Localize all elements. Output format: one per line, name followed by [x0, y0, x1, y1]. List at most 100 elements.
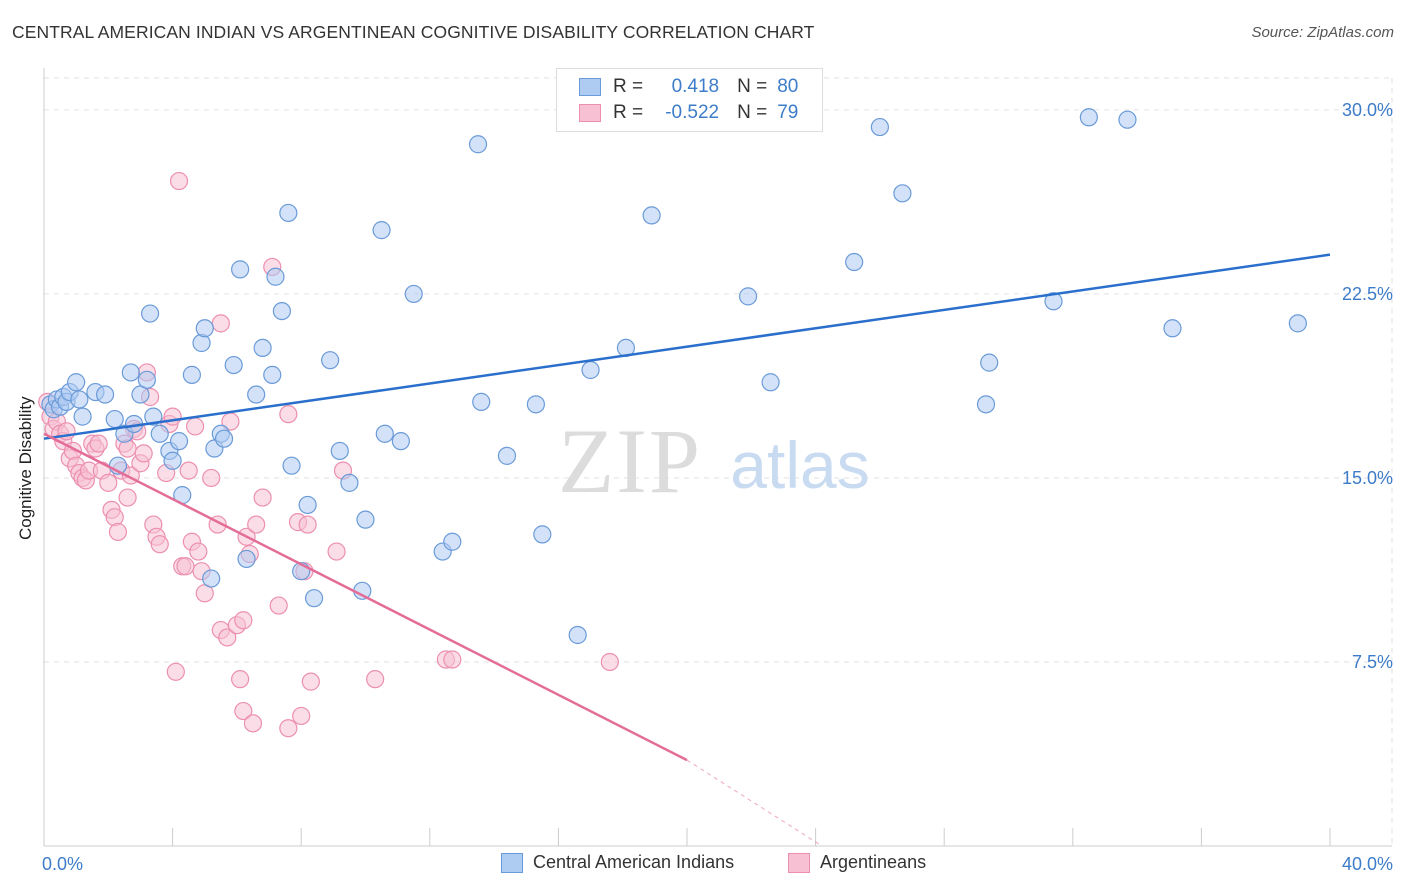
central-american-indians-point-44 [298, 495, 317, 515]
argentineans-point-67 [366, 670, 385, 689]
argentineans-point-18 [99, 473, 118, 492]
argentineans-point-74 [234, 701, 253, 721]
central-american-indians-point-68 [845, 252, 864, 272]
argentineans-points [38, 171, 619, 738]
trend-lines [43, 253, 1331, 847]
central-american-indians-point-21 [150, 424, 169, 443]
argentineans-point-78 [118, 488, 137, 507]
central-american-indians-point-29 [202, 569, 221, 588]
central-american-indians-point-33 [224, 355, 243, 375]
chart-title: CENTRAL AMERICAN INDIAN VS ARGENTINEAN C… [12, 22, 815, 42]
argentineans-point-75 [243, 714, 263, 733]
argentineans-point-73 [231, 670, 250, 689]
central-american-indians-point-53 [391, 432, 410, 451]
argentineans-point-40 [176, 557, 195, 576]
argentineans-point-60 [279, 405, 298, 424]
central-american-indians-point-51 [372, 221, 391, 240]
central-american-indians-point-18 [137, 370, 156, 389]
central-american-indians-point-7 [67, 373, 86, 392]
central-american-indians-point-60 [526, 395, 545, 414]
argentineans-point-34 [150, 535, 169, 554]
grid-lines [44, 77, 1393, 846]
central-american-indians-points [41, 108, 1307, 645]
central-american-indians-point-11 [95, 385, 115, 404]
central-american-indians-point-54 [404, 284, 423, 304]
argentineans-point-76 [279, 719, 298, 738]
central-american-indians-point-24 [169, 432, 189, 451]
central-american-indians-point-59 [497, 446, 517, 465]
series-name-blue: Central American Indians [533, 852, 735, 872]
central-american-indians-point-70 [893, 184, 912, 203]
central-american-indians-point-34 [231, 260, 250, 279]
central-american-indians-point-56 [443, 532, 462, 551]
argentineans-point-77 [292, 706, 311, 726]
central-american-indians-point-46 [321, 351, 340, 370]
argentineans-point-71 [169, 171, 189, 191]
central-american-indians-point-67 [761, 373, 780, 392]
central-american-indians-point-62 [568, 625, 587, 645]
y-tick-label-1: 15.0% [1342, 468, 1393, 488]
central-american-indians-point-15 [121, 363, 140, 382]
central-american-indians-point-32 [214, 429, 234, 448]
series-swatch-pink [788, 852, 810, 873]
central-american-indians-point-69 [870, 117, 890, 137]
trend-line-argentineans [43, 432, 688, 762]
axes [43, 68, 1392, 847]
central-american-indians-point-28 [195, 319, 214, 338]
central-american-indians-point-63 [581, 360, 600, 380]
watermark: ZIP atlas [558, 410, 870, 512]
central-american-indians-point-61 [533, 525, 552, 544]
argentineans-point-24 [118, 439, 137, 458]
legend-r-value-pink: -0.522 [665, 102, 720, 123]
series-swatch-blue [501, 852, 523, 873]
central-american-indians-point-52 [375, 424, 394, 443]
legend-swatch-pink [579, 104, 601, 122]
argentineans-point-43 [186, 417, 205, 436]
argentineans-point-56 [247, 515, 266, 534]
central-american-indians-point-42 [282, 456, 301, 475]
y-tick-label-2: 22.5% [1342, 284, 1393, 304]
legend-n-label: N = [737, 102, 768, 123]
central-american-indians-point-49 [353, 581, 372, 600]
legend-n-value-pink: 79 [777, 102, 799, 123]
argentineans-point-41 [179, 461, 198, 480]
central-american-indians-point-23 [163, 451, 182, 470]
legend-r-label: R = [613, 102, 644, 123]
central-american-indians-point-27 [192, 333, 211, 353]
central-american-indians-point-74 [1079, 108, 1098, 127]
argentineans-point-59 [269, 596, 288, 615]
correlation-legend: R = 0.418 N = 80 R = -0.522 N = 79 [556, 68, 823, 132]
central-american-indians-point-72 [980, 353, 999, 372]
watermark-atlas: atlas [730, 428, 869, 502]
x-tick-label-1: 40.0% [1342, 854, 1393, 874]
legend-row-blue: R = 0.418 N = 80 [579, 75, 798, 99]
legend-r-label: R = [613, 76, 644, 97]
central-american-indians-point-77 [1288, 314, 1307, 333]
argentineans-point-38 [166, 662, 185, 681]
central-american-indians-point-38 [263, 365, 282, 384]
central-american-indians-point-12 [105, 409, 124, 429]
argentineans-point-47 [202, 468, 221, 488]
legend-n-value-blue: 80 [777, 76, 799, 97]
central-american-indians-point-66 [738, 287, 758, 306]
central-american-indians-point-36 [247, 385, 266, 404]
legend-r-value-blue: 0.418 [671, 76, 720, 97]
series-name-pink: Argentineans [820, 852, 927, 872]
central-american-indians-point-9 [73, 407, 92, 426]
central-american-indians-point-19 [140, 304, 160, 323]
watermark-zip: ZIP [558, 410, 702, 512]
argentineans-point-16 [89, 434, 108, 453]
argentineans-point-53 [234, 611, 253, 630]
tick-labels: 7.5% 15.0% 22.5% 30.0% 0.0% 40.0% [42, 100, 1393, 874]
y-axis-label: Cognitive Disability [16, 396, 35, 540]
central-american-indians-point-20 [144, 407, 163, 426]
central-american-indians-point-37 [253, 338, 272, 358]
central-american-indians-point-26 [182, 365, 201, 384]
central-american-indians-point-73 [1044, 292, 1063, 311]
argentineans-point-70 [600, 652, 619, 672]
legend-swatch-blue [579, 78, 601, 96]
argentineans-point-65 [327, 542, 346, 561]
source-credit: Source: ZipAtlas.com [1251, 24, 1394, 41]
argentineans-point-63 [298, 515, 317, 534]
